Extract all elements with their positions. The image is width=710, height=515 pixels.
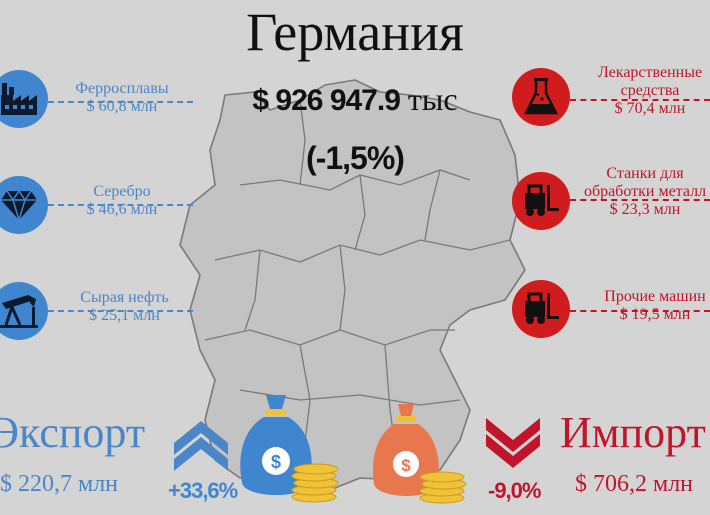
import-label: Импорт — [560, 408, 706, 457]
forklift-icon — [512, 280, 570, 338]
export-item-connector — [48, 310, 193, 312]
money-bag-icon: $ — [240, 395, 339, 503]
factory-icon — [0, 70, 48, 128]
export-item-name: Сырая нефть — [80, 289, 169, 306]
import-item-1: Лекарственные средства $ 70,4 млн — [580, 64, 710, 118]
total-change: (-1,5%) — [306, 140, 405, 176]
export-label: Экспорт — [0, 408, 146, 457]
total-value: $ 926 947.9 — [252, 84, 400, 117]
export-item-connector — [48, 101, 193, 103]
export-item-value: $ 25,1 млн — [89, 307, 160, 324]
chevron-up-icon — [174, 421, 228, 471]
import-item-2: Станки для обработки металл $ 23,3 млн — [575, 165, 710, 219]
import-item-connector — [570, 199, 710, 201]
export-item-3: Сырая нефть $ 25,1 млн — [62, 289, 187, 325]
import-item-name: Станки для — [606, 165, 684, 182]
total-unit: тыс — [407, 81, 458, 117]
diamond-icon — [0, 176, 48, 234]
svg-text:$: $ — [401, 456, 411, 475]
import-item-value: $ 19,5 млн — [619, 306, 691, 323]
export-item-value: $ 46,6 млн — [86, 201, 158, 218]
export-item-2: Серебро $ 46,6 млн — [62, 183, 182, 219]
export-item-name: Серебро — [93, 183, 151, 200]
import-item-3: Прочие машин $ 19,5 млн — [585, 288, 710, 324]
page-title: Германия — [246, 2, 464, 62]
money-bag-icon: $ — [372, 404, 467, 504]
svg-text:$: $ — [271, 452, 281, 472]
export-item-1: Ферросплавы $ 60,8 млн — [62, 80, 182, 116]
import-item-value: $ 23,3 млн — [609, 201, 681, 218]
forklift-icon — [512, 172, 570, 230]
export-total-value: $ 220,7 млн — [0, 471, 119, 497]
export-item-value: $ 60,8 млн — [86, 98, 158, 115]
import-change: -9,0% — [488, 478, 541, 503]
export-change: +33,6% — [168, 478, 238, 503]
chevron-down-icon — [486, 418, 540, 468]
import-item-connector — [570, 310, 710, 312]
export-item-connector — [48, 204, 193, 206]
import-item-name: Прочие машин — [604, 288, 706, 305]
import-item-connector — [570, 99, 710, 101]
import-item-name: Лекарственные — [597, 64, 703, 81]
oil-pump-icon — [0, 282, 48, 340]
total-trade-value: $ 926 947.9 тыс — [0, 80, 710, 120]
import-total-value: $ 706,2 млн — [575, 471, 694, 497]
import-item-name: обработки металл — [583, 183, 707, 200]
flask-icon — [512, 68, 570, 126]
import-item-name: средства — [620, 82, 680, 99]
import-item-value: $ 70,4 млн — [614, 100, 686, 117]
export-item-name: Ферросплавы — [75, 80, 169, 97]
